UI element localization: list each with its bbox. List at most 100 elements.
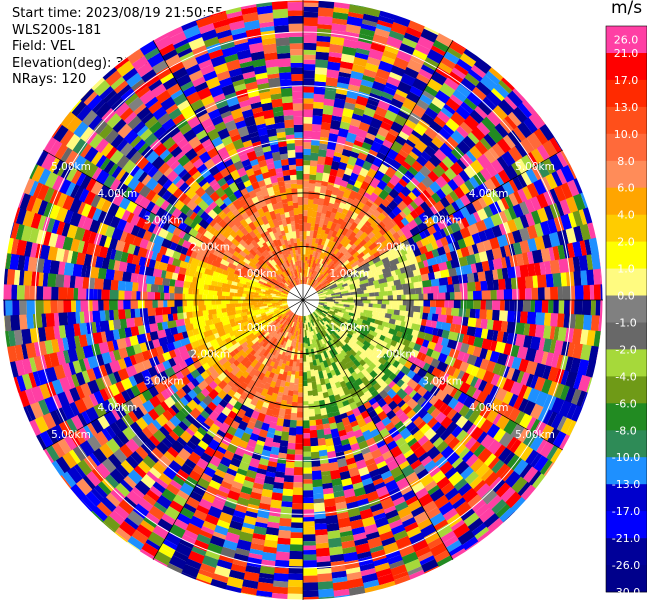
range-gate [303, 160, 311, 166]
range-gate [288, 326, 293, 333]
range-gate [337, 341, 344, 348]
range-gate [486, 111, 502, 127]
range-gate [424, 85, 439, 98]
range-gate [58, 286, 68, 300]
range-gate [384, 220, 396, 232]
range-gate [316, 429, 325, 439]
range-gate [337, 429, 347, 437]
range-gate [334, 501, 348, 510]
range-gate [316, 288, 323, 293]
range-gate [377, 126, 390, 138]
range-gate [324, 189, 333, 199]
range-gate [454, 63, 470, 76]
range-gate [399, 402, 409, 412]
range-gate [70, 299, 77, 313]
range-gate [253, 407, 261, 413]
range-gate [352, 256, 360, 263]
range-gate [512, 396, 524, 411]
range-gate [369, 235, 378, 244]
range-gate [326, 69, 340, 79]
range-gate [269, 354, 275, 360]
range-gate [321, 279, 327, 285]
range-gate [295, 330, 299, 337]
range-gate [361, 326, 371, 334]
range-gate [373, 113, 385, 122]
range-gate [342, 484, 354, 491]
range-gate [314, 283, 323, 290]
range-gate [235, 539, 252, 551]
range-gate [423, 565, 440, 575]
range-gate [305, 276, 308, 285]
range-gate [452, 522, 470, 539]
range-gate [332, 588, 350, 597]
range-gate [363, 335, 372, 344]
range-gate [550, 353, 560, 369]
range-gate [252, 482, 264, 490]
range-gate [534, 376, 546, 393]
range-gate [531, 210, 542, 226]
range-gate [331, 293, 336, 296]
range-gate [267, 343, 274, 350]
range-gate [340, 477, 353, 487]
range-gate [418, 68, 434, 81]
range-gate [465, 385, 477, 398]
range-gate [303, 25, 319, 35]
range-gate [387, 214, 393, 221]
range-gate [347, 397, 355, 405]
range-gate [363, 240, 373, 250]
range-gate [157, 299, 164, 308]
range-gate [309, 343, 314, 350]
range-gate [309, 425, 317, 431]
range-gate [441, 156, 455, 170]
range-gate [368, 281, 374, 287]
range-gate [349, 401, 358, 411]
range-gate [332, 258, 339, 265]
range-gate [519, 288, 526, 301]
range-gate [366, 462, 379, 473]
range-gate [361, 141, 373, 151]
range-gate [447, 179, 459, 192]
range-gate [282, 355, 288, 365]
range-gate [306, 366, 311, 371]
range-gate [459, 77, 477, 93]
range-gate [302, 366, 307, 373]
range-gate [384, 479, 399, 493]
range-gate [383, 394, 394, 406]
range-gate [363, 357, 373, 366]
range-gate [406, 566, 424, 576]
range-gate [316, 41, 331, 48]
range-gate [274, 471, 285, 478]
range-gate [367, 98, 380, 107]
range-gate [520, 171, 533, 187]
range-gate [331, 315, 340, 321]
range-gate [335, 295, 343, 299]
start-time: Start time: 2023/08/19 21:50:55 [12, 6, 224, 21]
range-gate [4, 314, 12, 332]
range-gate [310, 217, 317, 227]
range-gate [225, 402, 234, 411]
range-gate [391, 334, 401, 343]
range-gate [344, 354, 352, 363]
range-gate [357, 556, 374, 567]
range-gate [176, 436, 188, 447]
range-gate [333, 98, 346, 109]
range-gate [182, 444, 194, 455]
range-gate [488, 189, 501, 204]
range-gate [342, 275, 353, 282]
range-gate [483, 149, 497, 164]
range-gate [345, 567, 361, 575]
range-gate [311, 237, 317, 247]
range-gate [333, 310, 338, 314]
range-gate [341, 325, 349, 332]
range-gate [163, 505, 181, 521]
range-gate [363, 289, 372, 294]
range-gate [405, 26, 423, 39]
range-gate [327, 61, 342, 71]
range-gate [552, 272, 562, 288]
range-gate [260, 422, 270, 432]
range-gate [139, 307, 149, 318]
range-gate [303, 0, 320, 3]
range-gate [293, 467, 303, 476]
range-gate [359, 424, 369, 434]
range-gate [429, 433, 440, 445]
